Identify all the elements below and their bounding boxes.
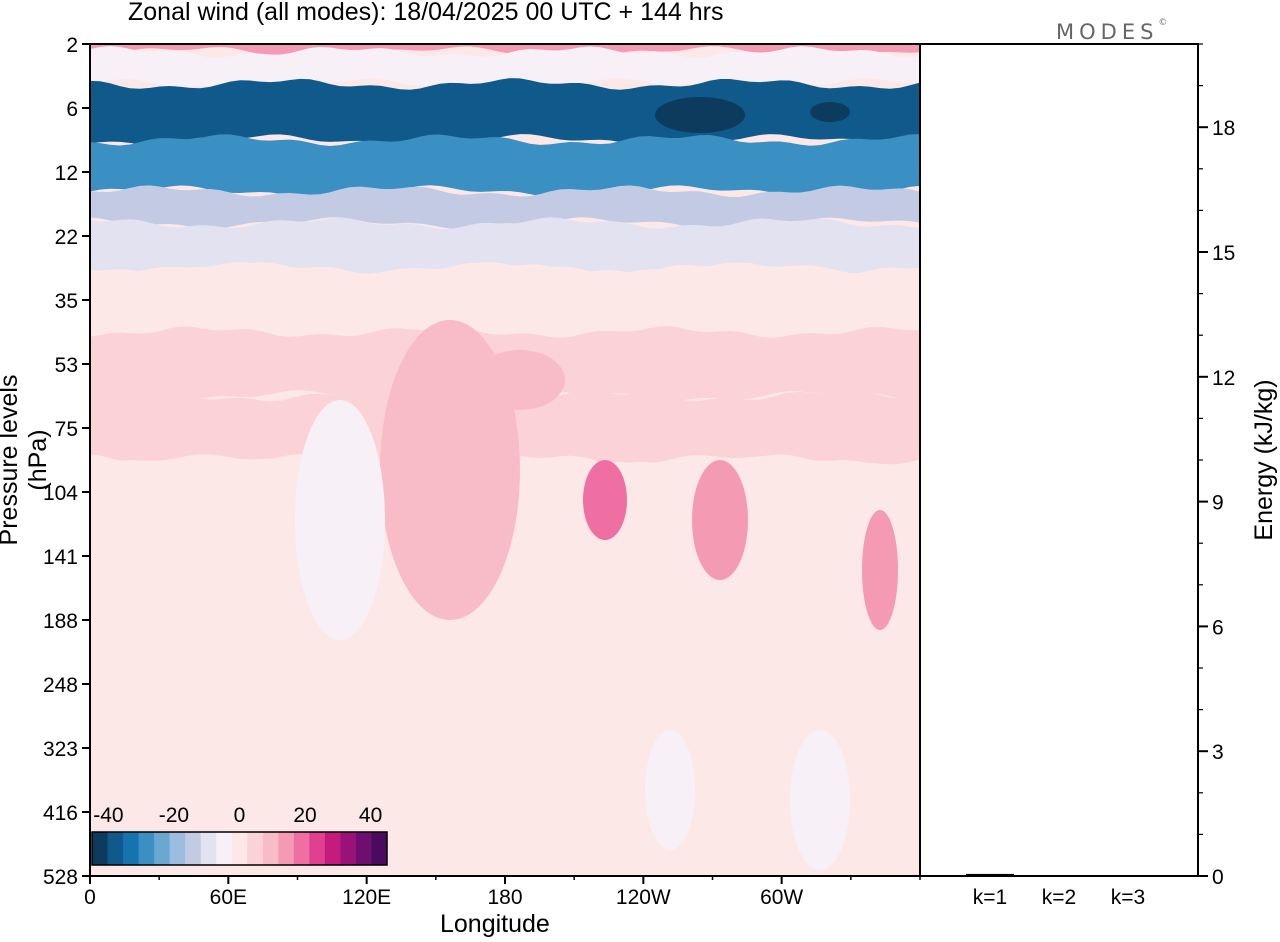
x-tick-label: 60W xyxy=(760,886,803,909)
y-tick-label: 35 xyxy=(55,290,78,313)
colorbar-swatch xyxy=(340,832,357,865)
wind-band-248 xyxy=(90,646,920,722)
colorbar-tick-label: -20 xyxy=(159,804,189,827)
wind-band-22 xyxy=(90,217,920,274)
energy-tick-label: 6 xyxy=(1212,616,1224,639)
colorbar-swatch xyxy=(247,832,264,865)
colorbar-swatch xyxy=(355,832,372,865)
zonal-wind-heatmap xyxy=(90,44,920,876)
wind-feature-9 xyxy=(810,102,850,122)
wind-band-188 xyxy=(90,582,920,658)
wind-feature-7 xyxy=(475,350,565,410)
y-tick-label: 12 xyxy=(55,162,78,185)
energy-bar-k=2 xyxy=(1035,875,1083,877)
colorbar-swatch xyxy=(293,832,310,865)
colorbar-swatch xyxy=(107,832,124,865)
colorbar-swatch xyxy=(200,832,217,865)
colorbar-swatch xyxy=(324,832,341,865)
y-tick-label: 416 xyxy=(43,802,78,825)
wind-feature-5 xyxy=(645,730,695,850)
x-tick-label: 60E xyxy=(210,886,247,909)
energy-tick-label: 15 xyxy=(1212,242,1235,265)
energy-tick-label: 3 xyxy=(1212,741,1224,764)
wind-band-416 xyxy=(90,774,920,850)
x-axis-label: Longitude xyxy=(440,910,550,938)
colorbar-swatch xyxy=(138,832,155,865)
wind-feature-6 xyxy=(790,730,850,870)
colorbar-swatch xyxy=(216,832,233,865)
energy-bar-k=1 xyxy=(966,873,1014,876)
energy-tick-label: 18 xyxy=(1212,117,1235,140)
colorbar-tick-label: 0 xyxy=(234,804,246,827)
colorbar-swatch xyxy=(262,832,279,865)
colorbar-tick-label: -40 xyxy=(93,804,123,827)
colorbar-tick-label: 20 xyxy=(293,804,316,827)
wind-feature-4 xyxy=(295,400,385,640)
energy-tick-label: 0 xyxy=(1212,866,1224,889)
y-tick-label: 248 xyxy=(43,674,78,697)
colorbar-swatch xyxy=(185,832,202,865)
energy-bars: k=1 k=2 k=3 xyxy=(966,873,1152,909)
y-axis-label: Pressure levels (hPa) xyxy=(0,374,52,546)
y-tick-label: 188 xyxy=(43,610,78,633)
wind-feature-3 xyxy=(862,510,898,630)
wind-band-18 xyxy=(90,185,920,230)
energy-frame xyxy=(919,43,1199,877)
colorbar-swatch xyxy=(154,832,171,865)
modes-logo: MODES© xyxy=(1056,18,1168,44)
y-tick-label: 22 xyxy=(55,226,78,249)
wind-feature-8 xyxy=(655,97,745,133)
energy-tick-label: 9 xyxy=(1212,492,1224,515)
energy-bar-k=3 xyxy=(1104,875,1152,877)
energy-category-label: k=2 xyxy=(1042,886,1076,909)
colorbar-swatch xyxy=(123,832,140,865)
colorbar: -40 -20 0 20 40 xyxy=(91,804,388,866)
wind-band-2 xyxy=(90,44,920,58)
colorbar-swatch xyxy=(92,832,109,865)
y-tick-label: 141 xyxy=(43,546,78,569)
colorbar-tick-label: 40 xyxy=(359,804,382,827)
y-tick-label: 2 xyxy=(66,34,78,57)
colorbar-swatch xyxy=(278,832,295,865)
wind-band-12 xyxy=(90,134,920,198)
wind-band-3 xyxy=(90,46,920,90)
energy-category-label: k=1 xyxy=(973,886,1007,909)
wind-band-35 xyxy=(90,262,920,338)
wind-band-323 xyxy=(90,710,920,786)
wind-feature-1 xyxy=(583,460,627,540)
y-tick-label: 53 xyxy=(55,354,78,377)
x-tick-label: 120W xyxy=(616,886,671,909)
y-tick-label: 104 xyxy=(43,482,78,505)
y-tick-label: 75 xyxy=(55,418,78,441)
energy-axis-label: Energy (kJ/kg) xyxy=(1250,379,1278,541)
y-tick-label: 528 xyxy=(43,866,78,889)
energy-category-label: k=3 xyxy=(1111,886,1145,909)
colorbar-swatch xyxy=(231,832,248,865)
x-tick-label: 0 xyxy=(84,886,96,909)
x-tick-label: 180 xyxy=(487,886,522,909)
colorbar-swatch xyxy=(371,832,388,865)
colorbar-swatch xyxy=(169,832,186,865)
chart-title: Zonal wind (all modes): 18/04/2025 00 UT… xyxy=(128,0,724,26)
x-tick-label: 120E xyxy=(342,886,391,909)
colorbar-swatch xyxy=(309,832,326,865)
y-tick-label: 323 xyxy=(43,738,78,761)
y-tick-label: 6 xyxy=(66,98,78,121)
energy-tick-label: 12 xyxy=(1212,367,1235,390)
wind-feature-2 xyxy=(692,460,748,580)
